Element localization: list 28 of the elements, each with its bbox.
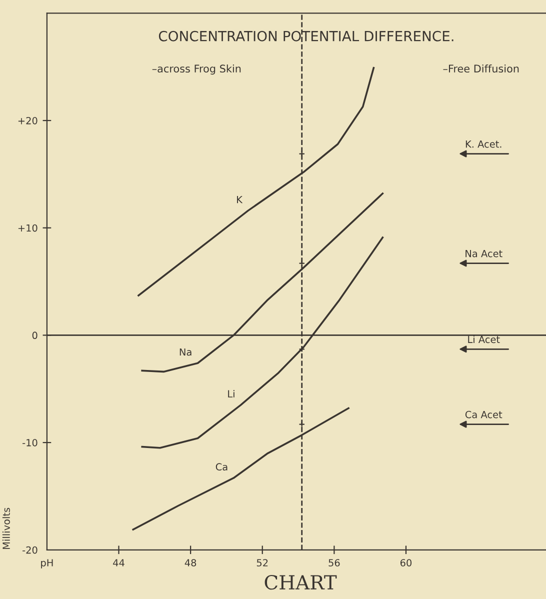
x-tick-label: 56 bbox=[328, 559, 340, 566]
y-tick-label: +20 bbox=[18, 116, 38, 124]
x-tick-label: 60 bbox=[400, 559, 412, 566]
annotation: K. Acet. bbox=[466, 140, 502, 148]
text: CHART bbox=[264, 574, 337, 590]
y-tick-label: -10 bbox=[22, 439, 38, 446]
y-tick-label: 0 bbox=[32, 332, 38, 340]
annotation: Ca Acet bbox=[465, 410, 502, 418]
y-axis-title: Millivolts bbox=[2, 508, 10, 549]
annotation: Li Acet bbox=[468, 336, 500, 344]
x-tick-label: 44 bbox=[113, 559, 124, 566]
point bbox=[298, 346, 306, 352]
x-tick-label: 48 bbox=[184, 559, 196, 566]
annotation: –across Frog Skin bbox=[152, 64, 241, 75]
series-label: K bbox=[237, 196, 243, 204]
point bbox=[298, 150, 306, 157]
point bbox=[298, 421, 306, 428]
x-tick-label: 52 bbox=[256, 559, 268, 566]
y-tick-label: -20 bbox=[22, 546, 38, 554]
text: CONCENTRATION POTENTIAL DIFFERENCE. bbox=[158, 30, 454, 42]
series-label: Li bbox=[228, 390, 234, 398]
series-label: Ca bbox=[216, 463, 228, 471]
point bbox=[298, 260, 306, 266]
y-tick-label: +10 bbox=[18, 224, 38, 232]
series-label: Na bbox=[180, 348, 192, 356]
annotation: Na Acet bbox=[466, 250, 502, 258]
x-tick-label: pH bbox=[41, 559, 53, 568]
annotation: –Free Diffusion bbox=[443, 64, 519, 73]
